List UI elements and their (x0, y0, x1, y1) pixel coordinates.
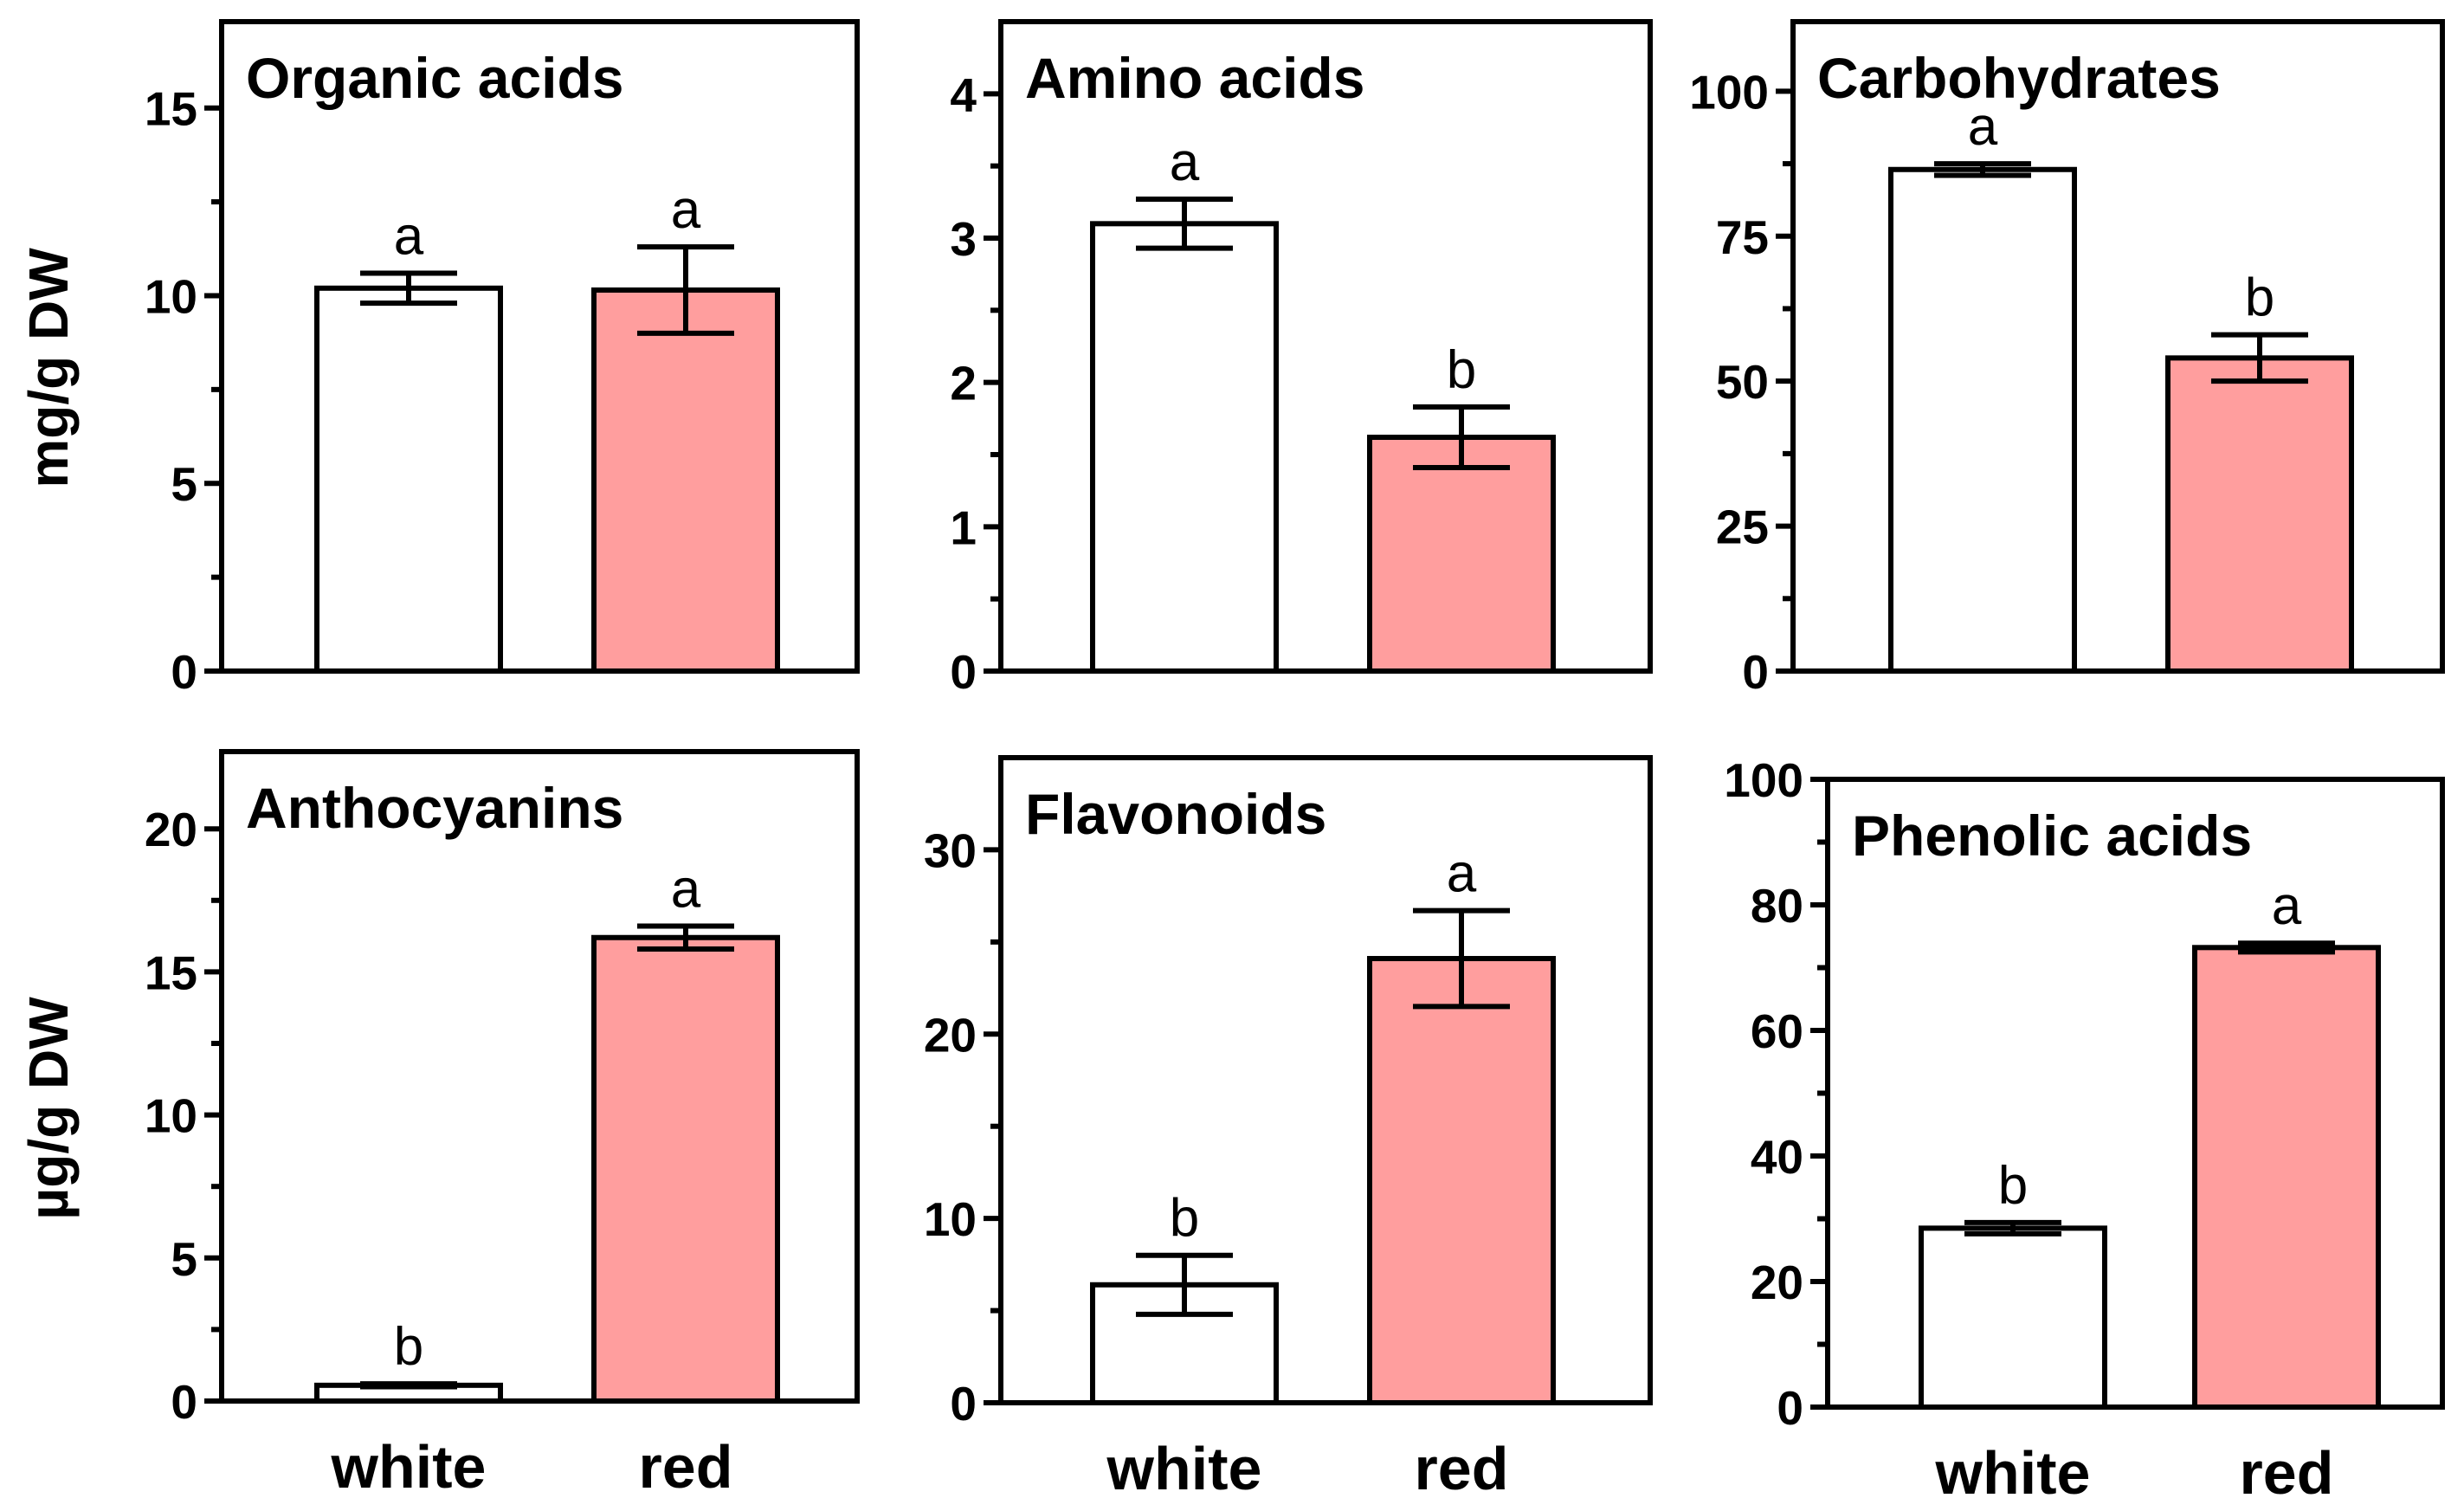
panel-flavonoids: 0 10 20 30 Flavonoids b white a red (924, 755, 1653, 1502)
significance-letter: a (1170, 132, 1200, 192)
y-tick-label: 4 (950, 68, 977, 121)
y-tick-label: 20 (924, 1008, 977, 1062)
y-tick-label: 40 (1751, 1130, 1803, 1184)
y-tick-label: 20 (145, 803, 197, 856)
plot-frame (219, 749, 860, 1404)
bar-white (1090, 221, 1279, 675)
category-label-red: red (639, 1433, 733, 1501)
y-tick-label: 0 (1777, 1381, 1803, 1435)
y-tick-label: 75 (1716, 210, 1769, 264)
y-tick-label: 10 (145, 1089, 197, 1143)
significance-letter: b (1998, 1156, 2028, 1216)
y-tick-label: 0 (950, 645, 977, 699)
y-tick-label: 20 (1751, 1256, 1803, 1309)
bar-white (1090, 1282, 1279, 1406)
panel-title: Anthocyanins (246, 776, 623, 840)
significance-letter: a (671, 860, 701, 920)
y-tick-label: 0 (950, 1377, 977, 1430)
bar-white (1888, 166, 2077, 675)
y-tick-label: 2 (950, 357, 977, 410)
y-tick-label: 100 (1689, 65, 1769, 119)
row-title-top: mg/g DW (17, 248, 80, 488)
significance-letter: b (2245, 268, 2274, 328)
significance-letter: a (1968, 97, 1998, 157)
y-tick-label: 3 (950, 212, 977, 266)
y-tick-label: 100 (1724, 753, 1803, 807)
bar-white (1919, 1225, 2107, 1410)
bar-red (591, 287, 780, 674)
y-tick-label: 10 (924, 1192, 977, 1246)
panel-phenolic-acids: 0 20 40 60 80 100 Phenolic acids b white a red (1724, 753, 2445, 1507)
bar-white (314, 285, 503, 674)
y-tick-label: 1 (950, 500, 977, 554)
panel-title: Carbohydrates (1817, 46, 2221, 110)
y-tick-label: 15 (145, 946, 197, 999)
plot-frame (1790, 19, 2445, 674)
significance-letter: b (1170, 1189, 1199, 1249)
y-tick-label: 10 (145, 269, 197, 323)
category-label-white: white (331, 1433, 487, 1501)
y-tick-label: 25 (1716, 500, 1769, 554)
y-tick-label: 30 (924, 823, 977, 877)
y-tick-label: 60 (1751, 1004, 1803, 1058)
plot-frame (998, 755, 1653, 1405)
panel-anthocyanins: 0 5 10 15 20 Anthocyanins b white a red (145, 749, 860, 1501)
y-tick-label: 80 (1751, 879, 1803, 933)
plot-frame (219, 19, 860, 674)
significance-letter: b (1447, 340, 1476, 400)
category-label-white: white (1106, 1435, 1262, 1502)
bar-red (2192, 945, 2381, 1411)
significance-letter: a (2272, 876, 2302, 936)
y-tick-label: 15 (145, 82, 197, 136)
y-tick-label: 50 (1716, 355, 1769, 409)
y-tick-label: 0 (1742, 645, 1769, 699)
bar-red (1367, 956, 1556, 1405)
row-title-bottom: µg/g DW (17, 997, 80, 1220)
panel-organic-acids: 0 5 10 15 Organic acids a a (145, 19, 860, 699)
bar-red (1367, 435, 1556, 674)
significance-letter: a (1447, 844, 1477, 904)
category-label-red: red (2240, 1439, 2334, 1507)
bar-red (2165, 355, 2354, 674)
significance-letter: b (394, 1317, 423, 1377)
category-label-red: red (1415, 1435, 1509, 1502)
significance-letter: a (394, 206, 424, 266)
y-tick-label: 0 (171, 645, 197, 699)
panel-title: Organic acids (246, 46, 624, 110)
y-tick-label: 0 (171, 1375, 197, 1429)
bar-red (591, 934, 780, 1404)
category-label-white: white (1935, 1439, 2091, 1507)
plot-frame (998, 19, 1653, 674)
panel-title: Amino acids (1025, 46, 1364, 110)
significance-letter: a (671, 180, 701, 240)
panel-amino-acids: 0 1 2 3 4 Amino acids a b (950, 19, 1653, 699)
y-tick-label: 5 (171, 457, 197, 511)
panel-title: Phenolic acids (1852, 804, 2252, 868)
y-tick-label: 5 (171, 1232, 197, 1286)
panel-title: Flavonoids (1025, 782, 1326, 846)
